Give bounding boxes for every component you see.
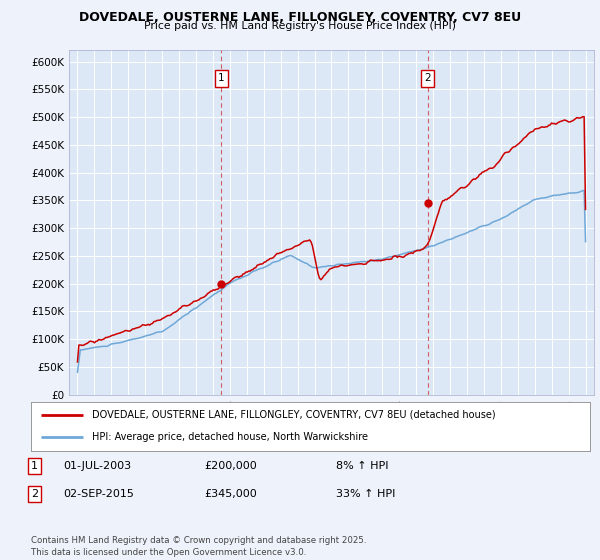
Text: Contains HM Land Registry data © Crown copyright and database right 2025.
This d: Contains HM Land Registry data © Crown c… — [31, 536, 367, 557]
Text: DOVEDALE, OUSTERNE LANE, FILLONGLEY, COVENTRY, CV7 8EU (detached house): DOVEDALE, OUSTERNE LANE, FILLONGLEY, COV… — [92, 410, 495, 420]
Text: 2: 2 — [31, 489, 38, 499]
Text: DOVEDALE, OUSTERNE LANE, FILLONGLEY, COVENTRY, CV7 8EU: DOVEDALE, OUSTERNE LANE, FILLONGLEY, COV… — [79, 11, 521, 24]
Text: 1: 1 — [31, 461, 38, 471]
Text: 02-SEP-2015: 02-SEP-2015 — [63, 489, 134, 499]
Text: £345,000: £345,000 — [204, 489, 257, 499]
Text: 2: 2 — [424, 73, 431, 83]
Text: Price paid vs. HM Land Registry's House Price Index (HPI): Price paid vs. HM Land Registry's House … — [144, 21, 456, 31]
Text: 33% ↑ HPI: 33% ↑ HPI — [336, 489, 395, 499]
Text: HPI: Average price, detached house, North Warwickshire: HPI: Average price, detached house, Nort… — [92, 432, 368, 442]
Text: 8% ↑ HPI: 8% ↑ HPI — [336, 461, 389, 471]
Text: 01-JUL-2003: 01-JUL-2003 — [63, 461, 131, 471]
Text: 1: 1 — [218, 73, 225, 83]
Text: £200,000: £200,000 — [204, 461, 257, 471]
